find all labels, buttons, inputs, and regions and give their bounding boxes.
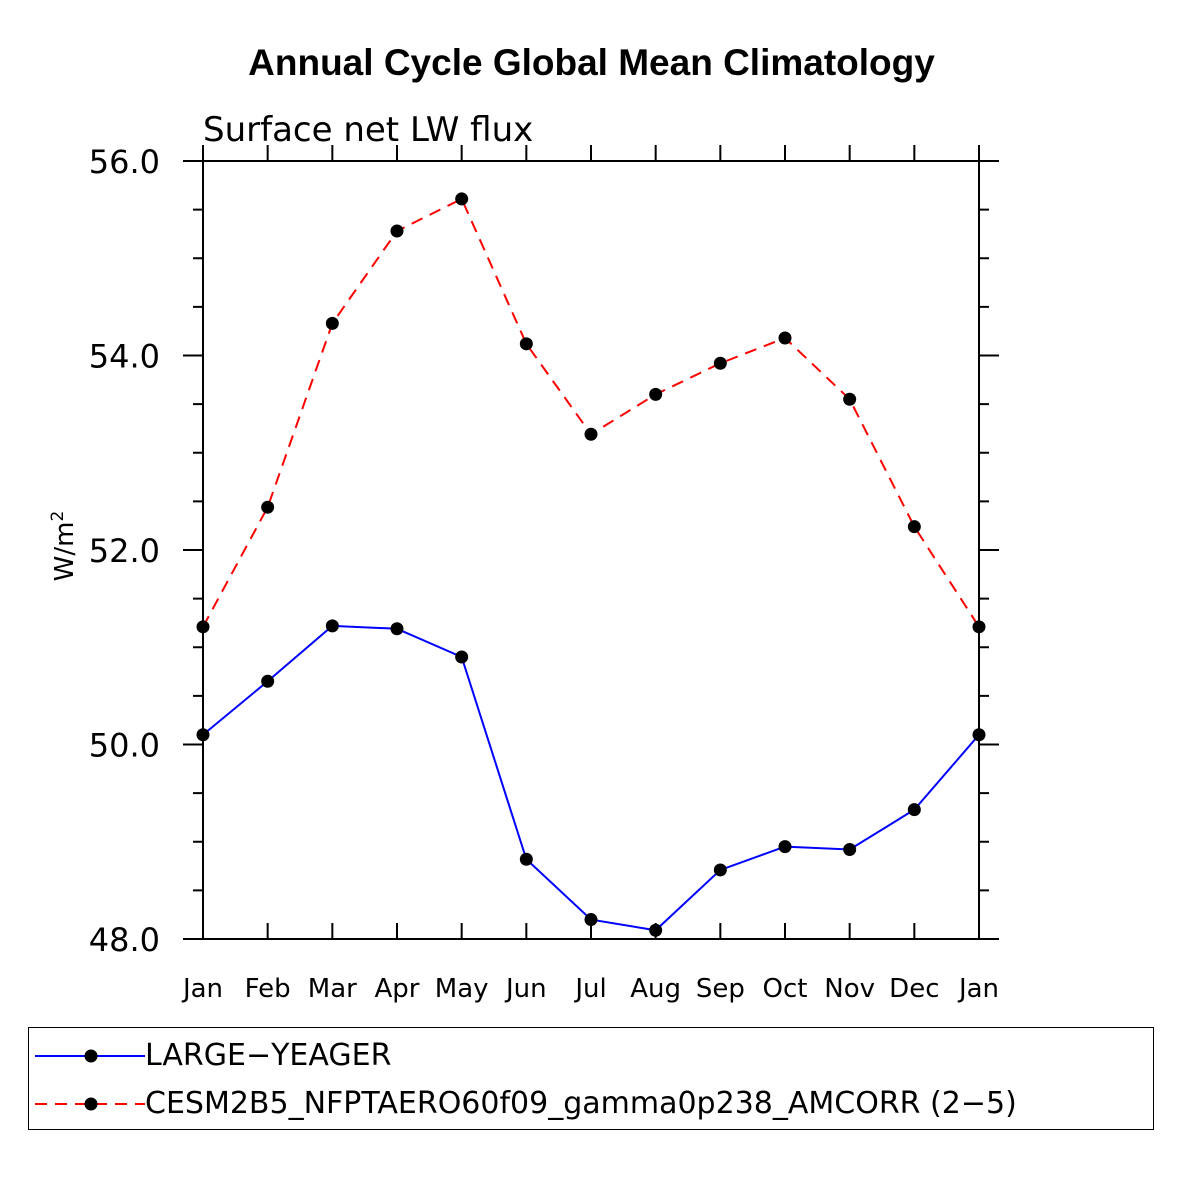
data-point-0	[390, 622, 404, 636]
legend: LARGE−YEAGER CESM2B5_NFPTAERO60f09_gamma…	[28, 1027, 1154, 1130]
data-point-1	[196, 620, 210, 634]
data-point-1	[519, 337, 533, 351]
x-tick-label: Sep	[696, 974, 745, 1004]
x-tick-label: Nov	[824, 974, 875, 1004]
x-tick-label: Jan	[181, 974, 223, 1004]
data-point-1	[261, 500, 275, 514]
x-tick-label: Dec	[889, 974, 939, 1004]
chart-title: Annual Cycle Global Mean Climatology	[248, 42, 935, 83]
data-point-0	[843, 843, 857, 857]
data-point-0	[778, 840, 792, 854]
data-point-0	[196, 728, 210, 742]
x-tick-label: Apr	[375, 974, 420, 1004]
data-point-0	[455, 650, 469, 664]
series-line-0	[202, 624, 980, 932]
series-group	[196, 192, 986, 937]
data-point-0	[907, 803, 921, 817]
x-tick-label: Jun	[504, 974, 547, 1004]
x-tick-label: Mar	[308, 974, 357, 1004]
legend-label-large-yeager: LARGE−YEAGER	[145, 1038, 392, 1073]
x-tick-label: Jul	[573, 974, 606, 1004]
x-tick-label: Feb	[245, 974, 291, 1004]
y-tick-label: 52.0	[89, 532, 160, 570]
data-point-1	[907, 520, 921, 534]
data-point-1	[455, 192, 469, 206]
line-chart: Jan Feb Mar Apr May Jun Jul Aug Sep Oct Nov Dec Jan 4…	[48, 110, 999, 1004]
y-tick-label: 50.0	[89, 727, 160, 765]
y-tick-label: 56.0	[89, 143, 160, 181]
data-point-1	[390, 224, 404, 238]
legend-swatch-cesm2b5	[35, 1097, 145, 1111]
data-point-0	[649, 923, 663, 937]
data-point-0	[713, 863, 727, 877]
x-tick-label: Aug	[630, 974, 681, 1004]
data-point-0	[519, 852, 533, 866]
data-point-0	[261, 674, 275, 688]
data-point-1	[843, 392, 857, 406]
data-point-1	[713, 356, 727, 370]
series-line-1	[202, 197, 980, 628]
data-point-0	[584, 913, 598, 927]
legend-item-large-yeager: LARGE−YEAGER	[29, 1036, 1153, 1076]
plot-frame	[202, 160, 980, 940]
data-point-1	[649, 387, 663, 401]
data-point-1	[325, 316, 339, 330]
y-axis-label-superscript: 2	[48, 511, 68, 522]
data-point-1	[584, 427, 598, 441]
x-tick-label: May	[435, 974, 489, 1004]
data-point-0	[325, 619, 339, 633]
chart-subtitle: Surface net LW flux	[203, 110, 533, 150]
y-tick-label: 54.0	[89, 338, 160, 376]
y-axis-label: W/m2	[48, 511, 80, 582]
labels-group: Jan Feb Mar Apr May Jun Jul Aug Sep Oct Nov Dec Jan 4…	[48, 110, 999, 1004]
legend-label-cesm2b5: CESM2B5_NFPTAERO60f09_gamma0p238_AMCORR …	[145, 1086, 1017, 1121]
x-tick-label: Oct	[763, 974, 808, 1004]
axes-group	[183, 145, 999, 940]
data-point-0	[972, 728, 986, 742]
x-tick-label: Jan	[957, 974, 999, 1004]
y-tick-label: 48.0	[89, 921, 160, 959]
data-point-1	[778, 331, 792, 345]
data-point-1	[972, 620, 986, 634]
legend-item-cesm2b5: CESM2B5_NFPTAERO60f09_gamma0p238_AMCORR …	[29, 1084, 1153, 1124]
legend-swatch-large-yeager	[35, 1049, 145, 1063]
